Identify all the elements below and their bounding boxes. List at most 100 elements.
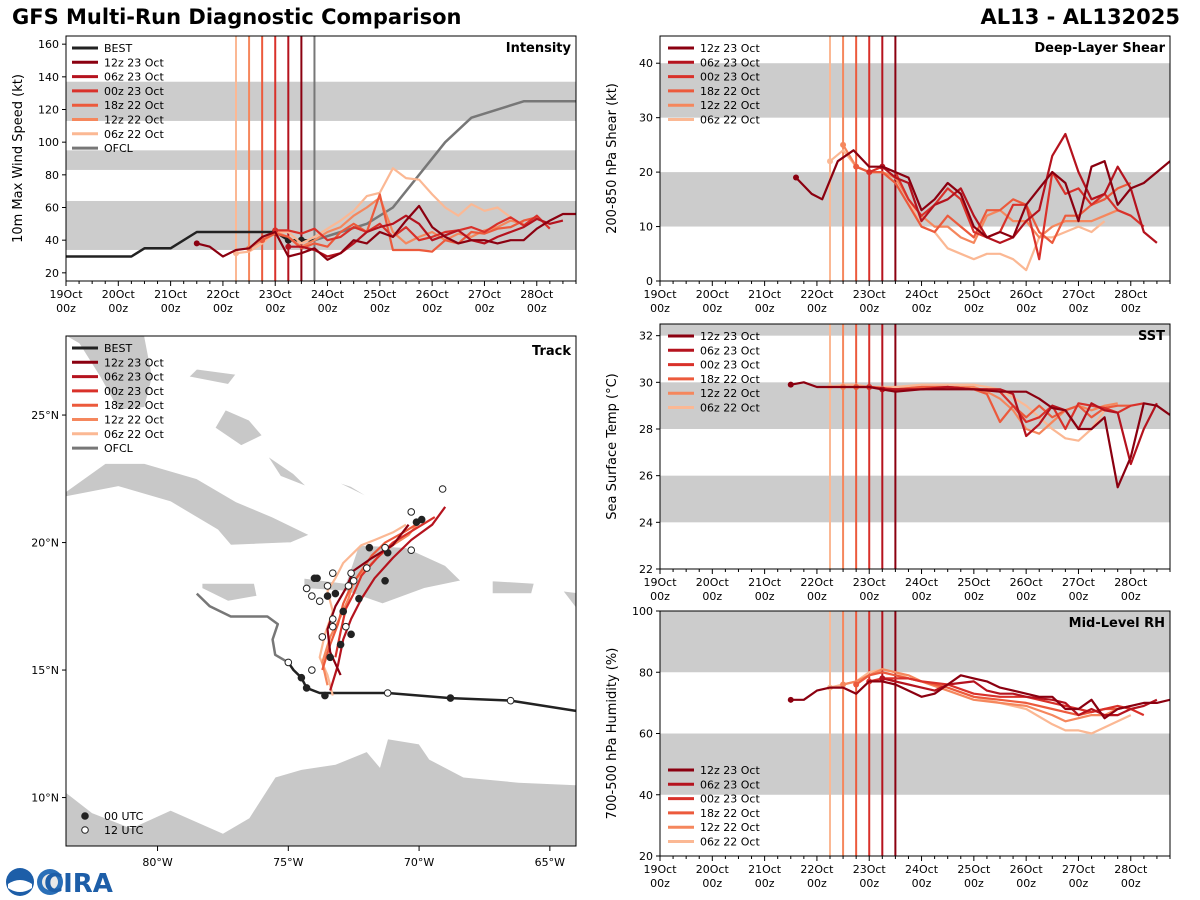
threshold-band bbox=[660, 475, 1170, 523]
marker-12utc bbox=[506, 696, 515, 705]
legend-entry-label: 18z 22 Oct bbox=[104, 99, 164, 112]
y-tick-label: 140 bbox=[38, 71, 59, 84]
storm-id: AL13 - AL132025 bbox=[980, 5, 1181, 29]
panel-title: Mid-Level RH bbox=[1069, 616, 1165, 631]
init-marker bbox=[840, 141, 847, 148]
marker-12utc bbox=[347, 569, 355, 577]
x-tick-label: 00z bbox=[964, 877, 984, 890]
logo-text: CIRA bbox=[44, 869, 113, 898]
land-polygon bbox=[335, 481, 373, 500]
x-tick-label: 28Oct bbox=[1114, 288, 1148, 301]
marker-00utc bbox=[446, 694, 455, 702]
track-map: 80°W 75°W 70°W 65°W 10°N 15°N 20°N 25°N Track BES… bbox=[31, 335, 577, 869]
legend-entry-label: OFCL bbox=[104, 142, 134, 155]
plot-area bbox=[660, 324, 1170, 569]
x-tick-label: 28Oct bbox=[520, 288, 554, 301]
x-tick-label: 00z bbox=[1069, 302, 1089, 315]
legend-entry-label: 12z 23 Oct bbox=[104, 56, 164, 69]
legend-entry-label: 12z 23 Oct bbox=[104, 356, 164, 369]
marker-00utc bbox=[347, 630, 355, 639]
x-tick-label: 23Oct bbox=[259, 288, 293, 301]
lat-tick-label: 15°N bbox=[31, 664, 59, 677]
y-tick-label: 100 bbox=[632, 605, 653, 618]
legend-entry-label: 18z 22 Oct bbox=[700, 85, 760, 98]
plot-frame bbox=[659, 35, 1171, 282]
threshold-band bbox=[660, 733, 1170, 795]
init-marker bbox=[787, 696, 794, 703]
x-tick-label: 23Oct bbox=[853, 576, 887, 589]
series-line bbox=[288, 214, 564, 258]
x-tick-label: 22Oct bbox=[206, 288, 240, 301]
series-line bbox=[235, 167, 512, 255]
sst-chart: 22242628303219Oct00z20Oct00z21Oct00z22Oc… bbox=[605, 323, 1171, 603]
x-tick-label: 00z bbox=[859, 590, 879, 603]
marker-12utc bbox=[318, 633, 327, 641]
x-tick-label: 19Oct bbox=[643, 863, 677, 876]
threshold-band bbox=[660, 63, 1170, 118]
legend-entry-label: BEST bbox=[104, 42, 132, 55]
marker-12utc bbox=[284, 658, 293, 667]
legend-entry-label: 00z 23 Oct bbox=[104, 85, 164, 98]
marker-00utc bbox=[381, 577, 389, 585]
x-tick-label: 27Oct bbox=[1062, 863, 1096, 876]
x-tick-label: 22Oct bbox=[800, 288, 834, 301]
x-tick-label: 00z bbox=[1121, 877, 1141, 890]
series-line bbox=[842, 668, 1119, 723]
legend-entry-label: 00z 23 Oct bbox=[700, 359, 760, 372]
x-tick-label: 26Oct bbox=[1010, 863, 1044, 876]
x-tick-label: 19Oct bbox=[643, 576, 677, 589]
x-tick-label: 23Oct bbox=[853, 288, 887, 301]
threshold-band bbox=[66, 150, 576, 170]
legend-entry-label: 12z 23 Oct bbox=[700, 42, 760, 55]
x-tick-label: 00z bbox=[807, 877, 827, 890]
plot-frame bbox=[659, 323, 1171, 570]
lon-tick-label: 80°W bbox=[142, 856, 172, 869]
y-tick-label: 100 bbox=[38, 136, 59, 149]
marker-12utc bbox=[349, 577, 358, 585]
series-line bbox=[842, 144, 1119, 244]
land-polygon bbox=[561, 590, 576, 609]
x-tick-label: 24Oct bbox=[905, 863, 939, 876]
x-tick-label: 00z bbox=[527, 302, 547, 315]
plot-area bbox=[660, 36, 1170, 281]
marker-12utc bbox=[308, 666, 316, 674]
marker-00utc bbox=[336, 640, 345, 649]
x-tick-label: 00z bbox=[1069, 877, 1089, 890]
x-tick-label: 20Oct bbox=[696, 576, 730, 589]
y-tick-label: 120 bbox=[38, 104, 59, 117]
land-polygon bbox=[214, 409, 263, 447]
marker-12utc bbox=[328, 569, 337, 577]
y-tick-label: 22 bbox=[639, 563, 653, 576]
legend-entry-label: 06z 23 Oct bbox=[104, 71, 164, 84]
x-tick-label: 20Oct bbox=[102, 288, 136, 301]
land-polygon bbox=[303, 544, 462, 605]
marker-legend-swatch bbox=[81, 826, 89, 834]
y-axis-label: 700-500 hPa Humidity (%) bbox=[605, 648, 620, 820]
legend-entry-label: 12z 22 Oct bbox=[104, 114, 164, 127]
x-tick-label: 00z bbox=[859, 302, 879, 315]
land-polygon bbox=[201, 582, 258, 602]
x-tick-label: 20Oct bbox=[696, 863, 730, 876]
marker-12utc bbox=[328, 615, 337, 623]
x-tick-label: 00z bbox=[702, 302, 722, 315]
x-tick-label: 00z bbox=[755, 590, 775, 603]
legend-entry-label: 06z 23 Oct bbox=[700, 778, 760, 791]
x-tick-label: 00z bbox=[370, 302, 390, 315]
x-tick-label: 26Oct bbox=[1010, 576, 1044, 589]
x-tick-label: 25Oct bbox=[363, 288, 397, 301]
lat-tick-label: 20°N bbox=[31, 537, 59, 550]
land-polygon bbox=[66, 738, 576, 846]
marker-00utc bbox=[326, 653, 334, 662]
legend-entry-label: 06z 22 Oct bbox=[104, 128, 164, 141]
x-tick-label: 00z bbox=[422, 302, 442, 315]
x-tick-label: 00z bbox=[108, 302, 128, 315]
legend-entry-label: 00z 23 Oct bbox=[104, 385, 164, 398]
marker-12utc bbox=[407, 508, 416, 516]
y-tick-label: 80 bbox=[45, 169, 59, 182]
legend-entry-label: 00z 23 Oct bbox=[700, 793, 760, 806]
x-tick-label: 00z bbox=[1016, 877, 1036, 890]
x-tick-label: 00z bbox=[318, 302, 338, 315]
plot-area bbox=[660, 611, 1170, 856]
y-tick-label: 20 bbox=[639, 166, 653, 179]
legend-entry-label: 12z 22 Oct bbox=[700, 821, 760, 834]
